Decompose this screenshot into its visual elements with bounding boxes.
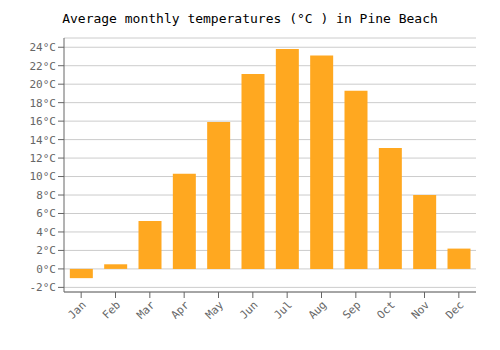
svg-text:0°C: 0°C [36,263,56,276]
svg-text:Aug: Aug [306,298,329,321]
svg-text:May: May [203,298,227,322]
svg-text:2°C: 2°C [36,244,56,257]
svg-text:10°C: 10°C [30,170,57,183]
svg-text:14°C: 14°C [30,134,57,147]
svg-text:18°C: 18°C [30,97,57,110]
svg-text:Oct: Oct [375,298,398,321]
svg-text:-2°C: -2°C [30,281,57,294]
svg-text:Mar: Mar [134,298,158,322]
svg-text:12°C: 12°C [30,152,57,165]
svg-text:Jul: Jul [272,298,295,321]
svg-text:4°C: 4°C [36,226,56,239]
svg-text:6°C: 6°C [36,207,56,220]
svg-text:Feb: Feb [100,298,123,321]
svg-text:Jan: Jan [66,298,89,321]
svg-text:20°C: 20°C [30,78,57,91]
svg-text:Nov: Nov [409,298,433,322]
svg-text:22°C: 22°C [30,60,57,73]
svg-text:16°C: 16°C [30,115,57,128]
svg-text:24°C: 24°C [30,41,57,54]
html-text:Average monthly temperatures (: Average monthly temperatures (°C ) in Pi… [62,11,438,26]
svg-text:Jun: Jun [237,298,260,321]
svg-text:Dec: Dec [443,298,466,321]
svg-text:Sep: Sep [340,298,363,321]
svg-text:Apr: Apr [169,298,193,322]
svg-text:8°C: 8°C [36,189,56,202]
